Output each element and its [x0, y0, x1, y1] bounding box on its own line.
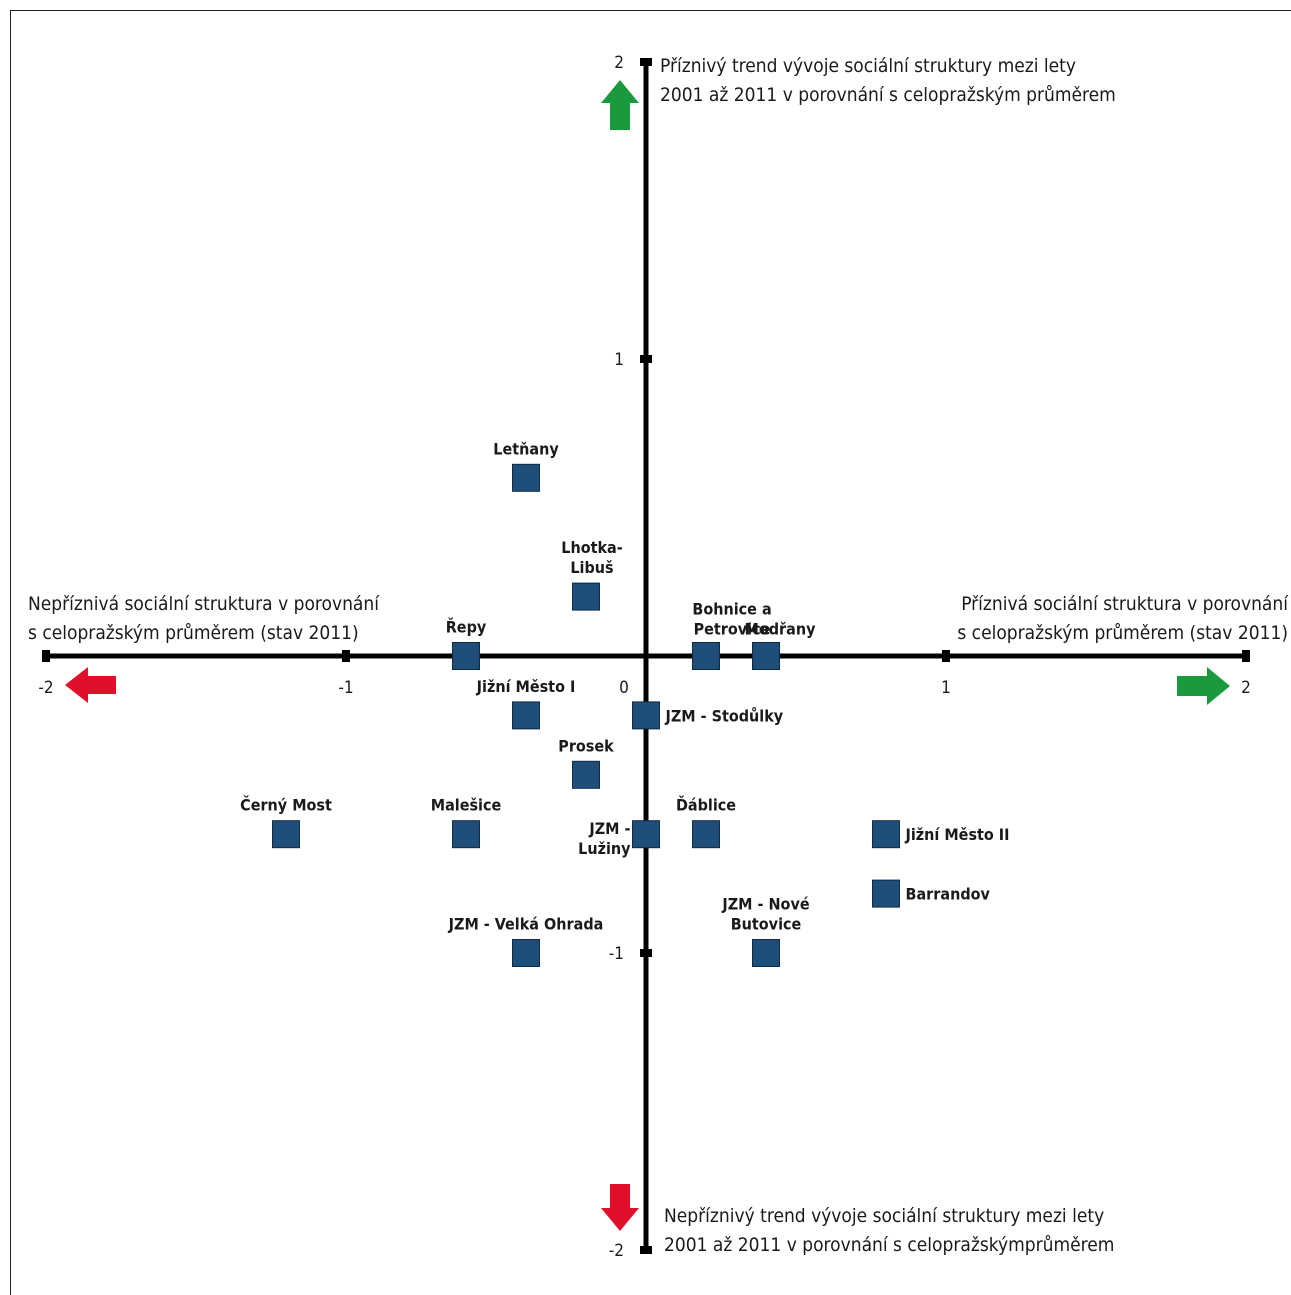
data-point-label: Petrovice [694, 620, 771, 639]
annotation-right-line: s celopražským průměrem (stav 2011) [957, 622, 1288, 644]
annotation-bottom-line: 2001 až 2011 v porovnání s celopražskýmp… [664, 1234, 1114, 1256]
annotation-left-line: s celopražským průměrem (stav 2011) [28, 622, 359, 644]
data-point [692, 820, 720, 849]
data-point-label: Černý Most [240, 796, 332, 815]
x-tick-mark [1242, 650, 1250, 662]
data-point [752, 939, 780, 967]
annotation-top-line: 2001 až 2011 v porovnání s celopražským … [660, 84, 1116, 106]
x-tick-mark [342, 650, 350, 662]
data-point [512, 939, 540, 967]
data-point-label: Libuš [570, 558, 613, 577]
data-point [512, 701, 540, 730]
data-point-label: Bohnice a [692, 600, 771, 619]
data-point-label: JZM - Stodůlky [665, 706, 784, 725]
data-point-label: Řepy [446, 618, 487, 637]
data-point [692, 642, 720, 670]
data-point-label: Jižní Město I [476, 677, 576, 696]
x-tick-label: 2 [1241, 678, 1251, 698]
data-point [572, 582, 600, 611]
annotation-right-line: Příznivá sociální struktura v porovnání [961, 593, 1289, 615]
data-points: Letňany Lhotka-Libuš Řepy Bohnice aPetrovic… [240, 439, 1010, 967]
data-point-label: JZM - Velká Ohrada [448, 915, 604, 934]
arrow-right-icon [1177, 667, 1230, 705]
data-point [632, 701, 660, 730]
arrow-up-icon [601, 80, 639, 130]
data-point [452, 642, 480, 670]
y-tick-label: 1 [614, 350, 624, 370]
data-point [272, 820, 300, 849]
annotation-top-line: Příznivý trend vývoje sociální struktury… [660, 55, 1076, 77]
chart-frame [10, 10, 1291, 1295]
x-tick-mark [942, 650, 950, 662]
data-point [752, 642, 780, 670]
data-point-label: Prosek [558, 736, 614, 755]
data-point-label: Letňany [493, 439, 559, 458]
arrow-down-icon [601, 1184, 639, 1231]
data-point [572, 760, 600, 789]
data-point-label: JZM - Nové [721, 895, 809, 914]
y-tick-label: 2 [614, 53, 624, 73]
x-tick-label: -2 [38, 678, 53, 698]
x-tick-mark [42, 650, 50, 662]
data-point-label: Malešice [431, 796, 502, 815]
axes: -2 -1 0 1 2 2 1 -1 -2 [38, 53, 1250, 1261]
arrow-left-icon [65, 667, 116, 703]
x-tick-label: 0 [619, 678, 629, 698]
annotation-left-line: Nepříznivá sociální struktura v porovnán… [28, 593, 380, 615]
x-tick-label: 1 [941, 678, 951, 698]
data-point-label: Jižní Město II [905, 825, 1010, 844]
data-point-label: Ďáblice [676, 796, 736, 815]
data-point-label: Butovice [731, 915, 802, 934]
data-point-label: Lhotka- [561, 538, 622, 557]
data-point [512, 463, 540, 492]
y-tick-mark [640, 1246, 652, 1254]
direction-arrows [65, 80, 1230, 1231]
y-tick-label: -2 [609, 1241, 624, 1261]
y-tick-mark [640, 58, 652, 66]
data-point-label: Barrandov [906, 885, 991, 904]
data-point-label: Modřany [745, 620, 817, 639]
data-point [872, 820, 900, 849]
data-point-label: JZM - [588, 819, 630, 838]
quadrant-annotations: Příznivý trend vývoje sociální struktury… [28, 55, 1289, 1256]
data-point [452, 820, 480, 849]
y-tick-mark [640, 949, 652, 957]
data-point [872, 879, 900, 908]
data-point [632, 820, 660, 849]
x-tick-label: -1 [338, 678, 353, 698]
data-point-label: Lužiny [578, 839, 631, 858]
y-tick-label: -1 [609, 944, 624, 964]
annotation-bottom-line: Nepříznivý trend vývoje sociální struktu… [664, 1205, 1104, 1227]
y-tick-mark [640, 355, 652, 363]
